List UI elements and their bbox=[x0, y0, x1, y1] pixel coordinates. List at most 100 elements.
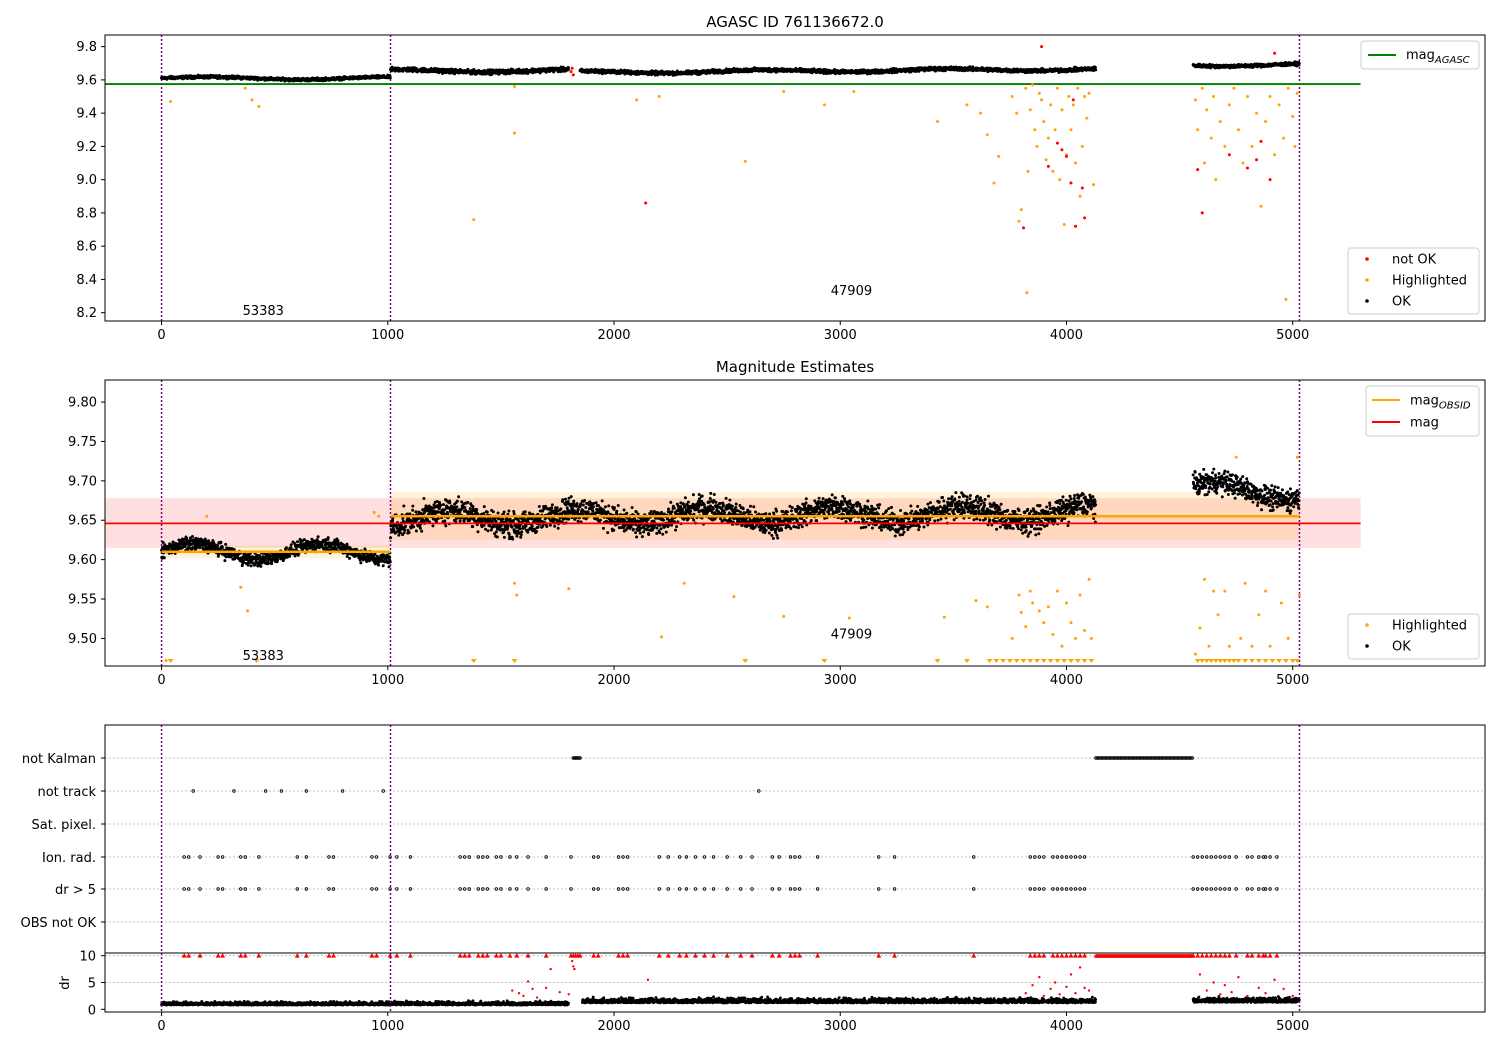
p2-ytick-label: 9.70 bbox=[68, 474, 97, 489]
p1-highlighted-point bbox=[1031, 83, 1035, 87]
p1-highlighted-point bbox=[1083, 95, 1087, 99]
p2-ok-point bbox=[207, 539, 211, 543]
p1-not-ok-point bbox=[1255, 158, 1259, 162]
p1-highlighted-point bbox=[1286, 86, 1290, 90]
p1-highlighted-point bbox=[965, 103, 969, 107]
p1-highlighted-point bbox=[1040, 98, 1044, 102]
p1-highlighted-point bbox=[1033, 128, 1037, 132]
p1-highlighted-point bbox=[1218, 119, 1222, 123]
p1-highlighted-point bbox=[1051, 169, 1055, 173]
p1-highlighted-point bbox=[1193, 98, 1197, 102]
p1-not-ok-point bbox=[1227, 153, 1231, 157]
p1-highlighted-point bbox=[1069, 128, 1073, 132]
p2-ytick-label: 9.60 bbox=[68, 553, 97, 568]
panel1-legend-lines: magAGASC bbox=[1360, 40, 1480, 70]
p2-xtick-label: 0 bbox=[157, 673, 165, 688]
p1-not-ok-point bbox=[1069, 181, 1073, 185]
p1-not-ok-point bbox=[571, 73, 575, 77]
p1-highlighted-point bbox=[1060, 108, 1064, 112]
p2-ok-point bbox=[219, 540, 223, 544]
p1-highlighted-point bbox=[1232, 86, 1236, 90]
p1-highlighted-point bbox=[985, 133, 989, 137]
p2-ok-point bbox=[249, 564, 253, 568]
p1-ok-point bbox=[567, 67, 571, 71]
legend-point-swatch bbox=[1365, 278, 1369, 282]
p1-not-ok-point bbox=[1268, 178, 1272, 182]
p1-highlighted-point bbox=[1293, 144, 1297, 148]
p1-ytick-label: 8.4 bbox=[76, 273, 97, 288]
p1-highlighted-point bbox=[1025, 291, 1029, 295]
p1-highlighted-point bbox=[1010, 95, 1014, 99]
p1-highlighted-point bbox=[1259, 204, 1263, 208]
p1-not-ok-point bbox=[569, 70, 573, 74]
p2-ok-point bbox=[305, 547, 309, 551]
p1-highlighted-point bbox=[1200, 86, 1204, 90]
p1-not-ok-point bbox=[1074, 224, 1078, 228]
p2-ok-point bbox=[276, 558, 280, 562]
p2-ok-point bbox=[316, 535, 320, 539]
p1-not-ok-point bbox=[644, 201, 648, 205]
p1-ytick-label: 8.6 bbox=[76, 240, 97, 255]
p1-ok-point bbox=[1297, 61, 1301, 65]
p1-obsid-annotation: 53383 bbox=[243, 304, 284, 319]
p1-highlighted-point bbox=[1255, 111, 1259, 115]
p1-not-ok-point bbox=[1040, 45, 1044, 49]
p1-highlighted-point bbox=[1046, 136, 1050, 140]
p1-highlighted-point bbox=[1024, 86, 1028, 90]
p1-ytick-label: 9.0 bbox=[76, 173, 97, 188]
p1-not-ok-point bbox=[1060, 148, 1064, 152]
p1-not-ok-point bbox=[1064, 154, 1068, 158]
legend-point-label: not OK bbox=[1392, 253, 1437, 268]
p1-highlighted-point bbox=[1058, 178, 1062, 182]
p1-highlighted-point bbox=[1044, 158, 1048, 162]
p1-ytick-label: 9.8 bbox=[76, 40, 97, 55]
p1-not-ok-point bbox=[1273, 51, 1277, 55]
p2-ok-point bbox=[288, 554, 292, 558]
p1-highlighted-point bbox=[1212, 95, 1216, 99]
p1-highlighted-point bbox=[1067, 95, 1071, 99]
p1-highlighted-point bbox=[1284, 297, 1288, 301]
p1-ytick-label: 9.6 bbox=[76, 73, 97, 88]
p1-highlighted-point bbox=[243, 86, 247, 90]
p1-highlighted-point bbox=[1092, 183, 1096, 187]
legend-point-swatch bbox=[1365, 299, 1369, 303]
p2-ok-point bbox=[223, 559, 227, 563]
p2-ok-point bbox=[190, 535, 194, 539]
p2-ok-point bbox=[224, 542, 228, 546]
p1-not-ok-point bbox=[1021, 226, 1025, 230]
p1-highlighted-point bbox=[1017, 219, 1021, 223]
p1-highlighted-point bbox=[1245, 95, 1249, 99]
p1-highlighted-point bbox=[1055, 86, 1059, 90]
p2-xtick-label: 2000 bbox=[597, 673, 630, 688]
p1-highlighted-point bbox=[782, 90, 786, 94]
p2-ok-point bbox=[183, 545, 187, 549]
p1-highlighted-point bbox=[1223, 144, 1227, 148]
p1-highlighted-point bbox=[1080, 144, 1084, 148]
p1-xtick-label: 0 bbox=[157, 328, 165, 343]
p1-highlighted-point bbox=[1071, 103, 1075, 107]
p1-highlighted-point bbox=[997, 154, 1001, 158]
p1-highlighted-point bbox=[1295, 91, 1299, 95]
p1-highlighted-point bbox=[472, 218, 476, 222]
p1-highlighted-point bbox=[1205, 108, 1209, 112]
magnitude-estimates-panel: Magnitude Estimates 9.509.559.609.659.70… bbox=[68, 358, 1486, 688]
p1-highlighted-point bbox=[1264, 119, 1268, 123]
p2-ok-point bbox=[289, 543, 293, 547]
p1-not-ok-point bbox=[1046, 164, 1050, 168]
p2-xtick-label: 1000 bbox=[371, 673, 404, 688]
legend-point-label: OK bbox=[1392, 295, 1411, 310]
p1-ytick-label: 9.4 bbox=[76, 107, 97, 122]
p1-highlighted-point bbox=[1074, 161, 1078, 165]
p1-highlighted-point bbox=[743, 159, 747, 163]
p1-highlighted-point bbox=[1250, 144, 1254, 148]
p1-highlighted-point bbox=[1277, 103, 1281, 107]
p1-highlighted-point bbox=[979, 111, 983, 115]
p1-highlighted-point bbox=[1282, 136, 1286, 140]
p1-xtick-label: 1000 bbox=[371, 328, 404, 343]
p1-highlighted-point bbox=[169, 100, 173, 104]
p1-not-ok-point bbox=[1083, 216, 1087, 220]
p1-highlighted-point bbox=[1026, 169, 1030, 173]
p1-highlighted-point bbox=[1049, 103, 1053, 107]
p1-highlighted-point bbox=[992, 181, 996, 185]
